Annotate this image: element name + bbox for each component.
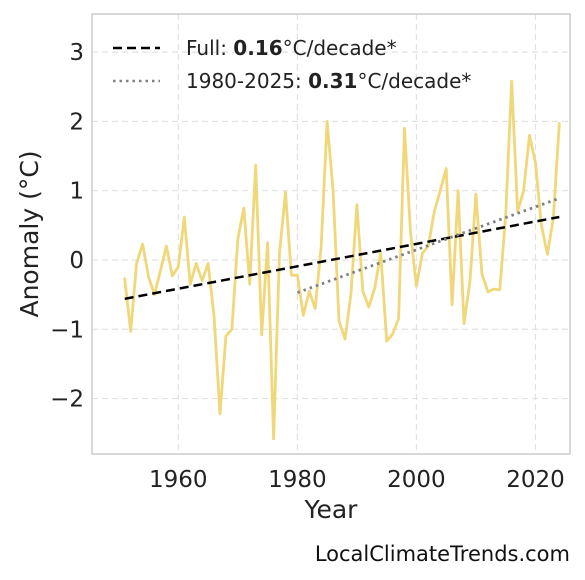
y-tick-label: 2 [69, 109, 84, 135]
x-tick-label: 1980 [268, 467, 327, 493]
full-trend-line [124, 215, 560, 301]
x-tick-label: 2020 [506, 467, 565, 493]
legend-prefix-1980: 1980-2025: [186, 69, 308, 93]
x-tick-label: 2000 [387, 467, 446, 493]
legend-prefix-full: Full: [186, 36, 233, 60]
legend-suffix-1980: °C/decade* [357, 69, 471, 93]
legend: Full: 0.16°C/decade* 1980-2025: 0.31°C/d… [113, 36, 471, 93]
legend-entry-full: Full: 0.16°C/decade* [186, 36, 397, 60]
y-axis-label: Anomaly (°C) [15, 150, 44, 317]
y-tick-label: 3 [69, 40, 84, 66]
legend-suffix-full: °C/decade* [283, 36, 397, 60]
footer-credit: LocalClimateTrends.com [315, 542, 570, 566]
x-axis-label: Year [304, 495, 359, 524]
y-tick-label: 1 [69, 179, 84, 205]
y-tick-label: −2 [50, 387, 84, 413]
y-tick-label: −1 [50, 317, 84, 343]
legend-value-1980: 0.31 [308, 69, 357, 93]
legend-value-full: 0.16 [233, 36, 282, 60]
tick-labels: 1960 1980 2000 2020 3 2 1 0 −1 −2 [50, 40, 565, 493]
recent-trend-line [296, 196, 560, 294]
series-layer [123, 79, 561, 441]
legend-entry-1980: 1980-2025: 0.31°C/decade* [186, 69, 471, 93]
y-tick-label: 0 [69, 248, 84, 274]
annual-anomaly-line [123, 79, 561, 441]
grid-lines [92, 14, 570, 454]
x-tick-label: 1960 [149, 467, 208, 493]
plot-area-frame [91, 13, 571, 455]
